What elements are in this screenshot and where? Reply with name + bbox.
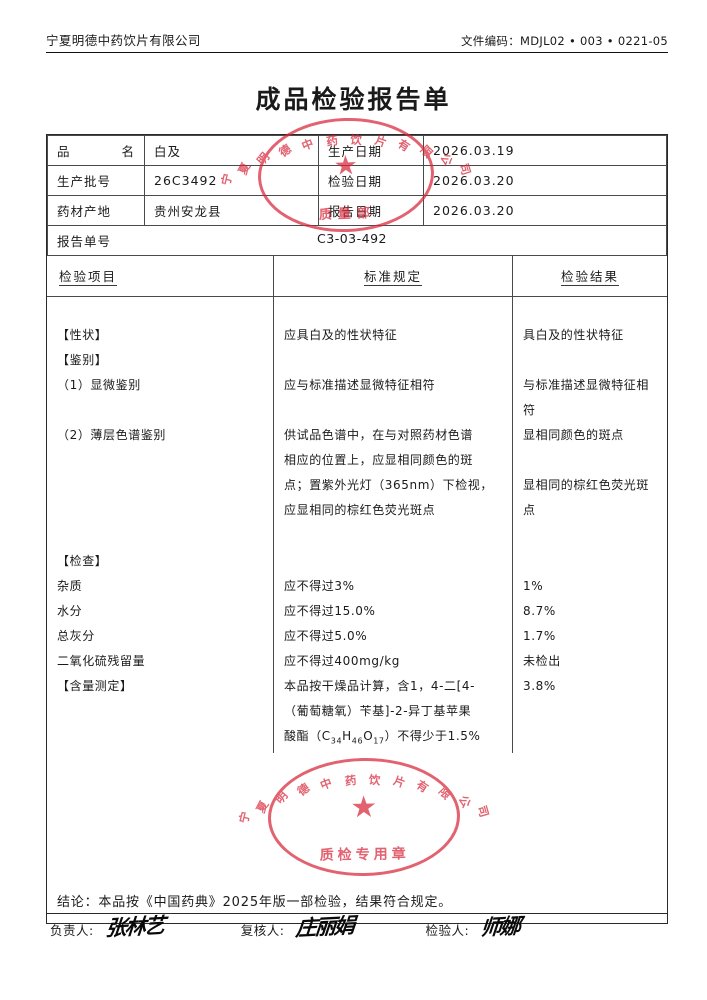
table-row-ident2: （2）薄层色谱鉴别 供试品色谱中，在与对照药材色谱 相应的位置上，应显相同颜色的… <box>47 423 667 523</box>
examination-heading: 【检查】 <box>47 549 274 574</box>
column-header-standard: 标准规定 <box>273 256 513 297</box>
origin-label: 药材产地 <box>47 195 145 226</box>
production-date-value: 2026.03.19 <box>423 135 667 166</box>
identification-heading: 【鉴别】 <box>47 348 274 373</box>
table-row: 品 名 白及 生产日期 2026.03.19 <box>47 135 667 166</box>
page-title: 成品检验报告单 <box>255 85 452 114</box>
manager-signature: 张林艺 <box>104 912 164 941</box>
table-row: 药材产地 贵州安龙县 报告日期 2026.03.20 <box>47 195 667 226</box>
report-number-value: C3-03-492 <box>317 231 387 246</box>
exam-result: 未检出 <box>512 649 667 674</box>
report-frame: 品 名 白及 生产日期 2026.03.19 生产批号 26C3492 检验日期… <box>46 134 668 924</box>
exam-standard: 应不得过5.0% <box>273 624 513 649</box>
ident2-standard-line: 相应的位置上，应显相同颜色的斑 <box>284 453 474 467</box>
exam-result: 1.7% <box>512 624 667 649</box>
exam-item: 二氧化硫残留量 <box>47 649 274 674</box>
ident1-standard: 应与标准描述显微特征相符 <box>273 373 513 423</box>
ident2-result: 显相同颜色的斑点 显相同的棕红色荧光斑点 <box>512 423 667 523</box>
ident1-result: 与标准描述显微特征相符 <box>512 373 667 423</box>
exam-standard: 应不得过400mg/kg <box>273 649 513 674</box>
assay-standard-line: （葡萄糖氧）苄基]-2-异丁基苹果 <box>284 704 472 718</box>
document-code-value: MDJL02 • 003 • 0221-05 <box>520 34 668 48</box>
manager-signature-group: 负责人: 张林艺 <box>50 913 164 941</box>
ident2-result-line: 显相同的棕红色荧光斑点 <box>523 478 650 517</box>
ident2-result-line: 显相同颜色的斑点 <box>523 428 624 442</box>
document-code-label: 文件编码： <box>461 34 520 48</box>
reviewer-signature-group: 复核人: 庄丽娟 <box>240 913 355 941</box>
report-date-label: 报告日期 <box>318 195 424 226</box>
table-row: 总灰分 应不得过5.0% 1.7% <box>47 624 667 649</box>
table-row-examination-heading: 【检查】 <box>47 549 667 574</box>
header-divider <box>46 52 668 53</box>
ident1-item: （1）显微鉴别 <box>47 373 274 423</box>
ident2-standard-line: 供试品色谱中，在与对照药材色谱 <box>284 428 474 442</box>
report-number-cell: 报告单号 C3-03-492 <box>47 225 667 256</box>
document-code: 文件编码：MDJL02 • 003 • 0221-05 <box>461 33 668 49</box>
ident2-item: （2）薄层色谱鉴别 <box>47 423 274 523</box>
table-row-character: 【性状】 应具白及的性状特征 具白及的性状特征 <box>47 323 667 348</box>
inspection-date-label: 检验日期 <box>318 165 424 196</box>
ident2-standard-line: 应显相同的棕红色荧光斑点 <box>284 503 436 517</box>
production-date-label: 生产日期 <box>318 135 424 166</box>
assay-standard: 本品按干燥品计算，含1，4-二[4- （葡萄糖氧）苄基]-2-异丁基苹果 酸酯（… <box>273 674 513 754</box>
signature-row: 负责人: 张林艺 复核人: 庄丽娟 检验人: 师娜 <box>46 913 668 941</box>
spacer-row <box>47 523 667 549</box>
report-date-value: 2026.03.20 <box>423 195 667 226</box>
table-row: 杂质 应不得过3% 1% <box>47 574 667 599</box>
exam-result: 8.7% <box>512 599 667 624</box>
column-header-result: 检验结果 <box>512 256 667 297</box>
inspection-date-value: 2026.03.20 <box>423 165 667 196</box>
table-row-identification-heading: 【鉴别】 <box>47 348 667 373</box>
origin-value: 贵州安龙县 <box>144 195 319 226</box>
table-row-assay: 【含量测定】 本品按干燥品计算，含1，4-二[4- （葡萄糖氧）苄基]-2-异丁… <box>47 674 667 754</box>
table-row-ident1: （1）显微鉴别 应与标准描述显微特征相符 与标准描述显微特征相符 <box>47 373 667 423</box>
assay-result: 3.8% <box>512 674 667 754</box>
exam-standard: 应不得过15.0% <box>273 599 513 624</box>
info-table: 品 名 白及 生产日期 2026.03.19 生产批号 26C3492 检验日期… <box>47 135 667 256</box>
assay-standard-line: 酸酯（C34H46O17）不得少于1.5% <box>284 729 481 746</box>
inspector-signature-group: 检验人: 师娜 <box>425 913 520 941</box>
exam-item: 总灰分 <box>47 624 274 649</box>
exam-standard: 应不得过3% <box>273 574 513 599</box>
exam-item: 水分 <box>47 599 274 624</box>
ident2-standard-line: 点；置紫外光灯（365nm）下检视， <box>284 478 494 492</box>
inspector-signature: 师娜 <box>479 913 521 940</box>
ident2-standard: 供试品色谱中，在与对照药材色谱 相应的位置上，应显相同颜色的斑 点；置紫外光灯（… <box>273 423 513 523</box>
page-header: 宁夏明德中药饮片有限公司 文件编码：MDJL02 • 003 • 0221-05 <box>46 30 668 49</box>
exam-item: 杂质 <box>47 574 274 599</box>
reviewer-label: 复核人: <box>240 923 285 938</box>
assay-standard-line: 本品按干燥品计算，含1，4-二[4- <box>284 679 476 693</box>
table-row: 水分 应不得过15.0% 8.7% <box>47 599 667 624</box>
inspector-label: 检验人: <box>425 923 470 938</box>
inspection-items-table: 检验项目 标准规定 检验结果 【性状】 应具白及的性状特征 具白及的性状特征 【… <box>47 256 667 754</box>
character-result: 具白及的性状特征 <box>512 323 667 348</box>
batch-value: 26C3492 <box>144 165 319 196</box>
report-number-label: 报告单号 <box>57 234 112 249</box>
column-header-item: 检验项目 <box>47 256 274 297</box>
manager-label: 负责人: <box>50 923 94 938</box>
conclusion-text: 结论：本品按《中国药典》2025年版一部检验，结果符合规定。 <box>57 895 453 910</box>
table-row: 生产批号 26C3492 检验日期 2026.03.20 <box>47 165 667 196</box>
character-standard: 应具白及的性状特征 <box>273 323 513 348</box>
reviewer-signature: 庄丽娟 <box>295 912 355 941</box>
batch-label: 生产批号 <box>47 165 145 196</box>
character-heading: 【性状】 <box>47 323 274 348</box>
exam-result: 1% <box>512 574 667 599</box>
spacer-row <box>47 296 667 323</box>
table-row: 二氧化硫残留量 应不得过400mg/kg 未检出 <box>47 649 667 674</box>
assay-heading: 【含量测定】 <box>47 674 274 754</box>
table-header-row: 检验项目 标准规定 检验结果 <box>47 256 667 297</box>
product-name-label: 品 名 <box>47 135 145 166</box>
conclusion-row: 结论：本品按《中国药典》2025年版一部检验，结果符合规定。 <box>46 888 668 914</box>
table-row: 报告单号 C3-03-492 <box>47 225 667 256</box>
product-name-value: 白及 <box>144 135 319 166</box>
company-name: 宁夏明德中药饮片有限公司 <box>46 33 201 48</box>
